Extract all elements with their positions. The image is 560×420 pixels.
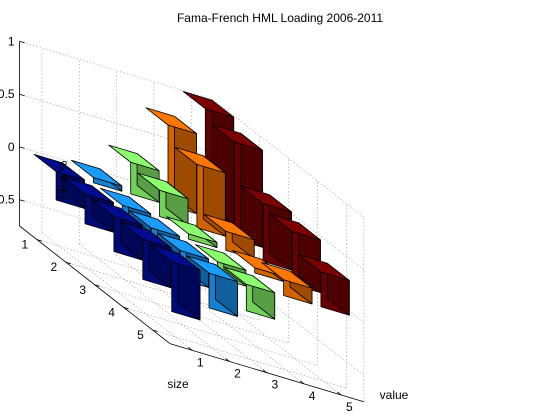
x-tick-label: 1 (197, 355, 204, 369)
bar-size-3-value-5 (240, 185, 292, 271)
bar-face-top (186, 255, 238, 283)
bar-face-top (174, 146, 226, 174)
bar-face-top (269, 213, 321, 241)
y-axis-label: size (167, 377, 189, 391)
bar-face-top (298, 254, 350, 281)
bar-face-top (128, 210, 181, 237)
bar-size-3-value-1 (91, 199, 143, 261)
bar-face-top (33, 153, 85, 181)
x-axis-line (169, 343, 364, 403)
bar-face-top (211, 124, 264, 151)
y-tick-4 (152, 329, 158, 332)
grid-line-floor-y-4 (152, 329, 347, 389)
y-tick-0 (36, 239, 43, 242)
grid-line-floor-y-3 (123, 307, 318, 366)
y-tick-2 (94, 284, 100, 287)
bar-size-5-value-5 (298, 254, 350, 316)
bar-face-top (71, 159, 123, 187)
grid-line-floor-x-0 (41, 232, 193, 351)
bar-face-top (203, 213, 255, 241)
bar-face-top (223, 266, 276, 294)
z-tick-0 (19, 199, 25, 202)
bar-face-top (194, 244, 247, 271)
x-tick-label: 4 (309, 389, 316, 403)
bar-face-top (145, 107, 197, 134)
y-tick-3 (123, 307, 129, 310)
bar-face-top (149, 244, 201, 271)
x-tick-2 (262, 369, 268, 374)
bar-face-top (99, 187, 152, 215)
y-tick-label: 2 (50, 260, 57, 274)
axes: -0.5 0 0.5 1 1 2 3 4 5 1 2 3 4 5 (0, 34, 364, 414)
x-axis-label: value (380, 388, 409, 402)
x-tick-1 (225, 358, 230, 362)
z-tick-label: 1 (8, 34, 15, 48)
bar-size-5-value-4 (261, 262, 313, 305)
z-axis-label: FF h % (56, 160, 70, 199)
axis-labels: FF h % size value (56, 160, 409, 402)
z-tick-label: -0.5 (0, 193, 15, 207)
z-tick-label: 0 (8, 140, 15, 154)
bar-face-top (137, 172, 189, 200)
y-tick-label: 4 (108, 305, 115, 319)
z-tick-1 (19, 146, 25, 149)
y-tick-label: 5 (137, 328, 144, 342)
x-tick-4 (337, 391, 342, 396)
bar-size-3-value-3 (166, 216, 218, 249)
grid-line-floor-y-2 (94, 284, 289, 344)
bar-face-top (166, 216, 218, 243)
z-tick-label: 0.5 (0, 87, 15, 101)
bar-face-top (108, 144, 160, 172)
bar-face-top (261, 262, 313, 289)
bar-size-1-value-1 (33, 153, 85, 209)
x-tick-0 (187, 346, 193, 351)
bar-face-top (91, 199, 143, 226)
bar-face-top (240, 185, 292, 213)
y-tick-label: 3 (79, 283, 86, 297)
x-tick-label: 5 (346, 400, 353, 414)
y-tick-1 (65, 261, 71, 265)
bar-face-top (120, 221, 172, 249)
bar-face-top (62, 176, 114, 204)
z-tick-2 (19, 93, 25, 97)
bar-size-5-value-2 (186, 255, 238, 317)
grid-line-floor-x-1 (79, 243, 230, 362)
grid-line-back-z-3 (19, 41, 214, 101)
grid-line-side-z-3 (213, 99, 365, 218)
chart-title: Fama-French HML Loading 2006-2011 (177, 11, 383, 25)
bar-size-3-value-4 (203, 213, 255, 260)
z-tick-3 (19, 41, 25, 44)
x-tick-3 (299, 380, 305, 385)
bar-size-5-value-3 (223, 266, 276, 320)
bars (33, 91, 350, 321)
bar-face-top (182, 91, 235, 118)
x-tick-label: 3 (271, 378, 278, 392)
bar-face-top (157, 232, 209, 260)
bar-size-1-value-2 (71, 159, 123, 192)
y-tick-label: 1 (22, 238, 29, 252)
bar-size-5-value-1 (149, 244, 201, 321)
x-tick-label: 2 (234, 367, 241, 381)
